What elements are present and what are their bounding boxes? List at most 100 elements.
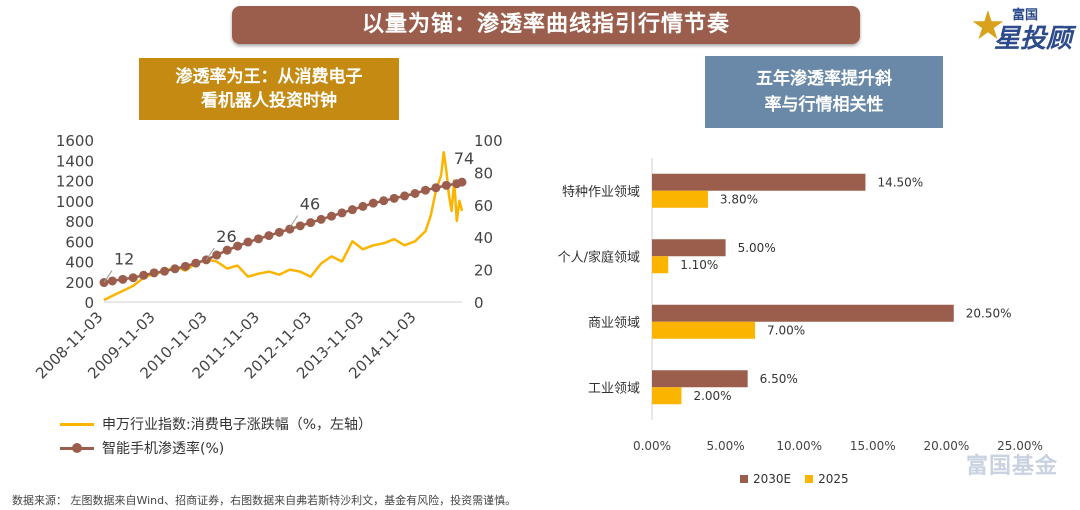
penetration-point <box>170 264 180 274</box>
left-line-chart: 0 200 400 600 800 1000 1200 1400 1600 0 20 40 60 80 10… <box>32 132 503 382</box>
penetration-point <box>191 258 201 268</box>
y-right-tick-label: 40 <box>474 229 493 247</box>
penetration-point <box>274 227 284 237</box>
legend-label-index: 申万行业指数:消费电子涨跌幅（%，左轴） <box>102 417 373 433</box>
x-tick-label: 0.00% <box>633 439 671 453</box>
penetration-point <box>358 201 368 211</box>
penetration-point <box>180 261 190 271</box>
penetration-point <box>457 177 467 187</box>
y-left-tick-label: 1400 <box>56 152 94 170</box>
penetration-point <box>337 208 347 218</box>
bar-2025 <box>652 321 756 339</box>
penetration-point <box>441 180 451 190</box>
star-icon: ★ <box>970 3 1006 49</box>
logo-main-text: 星投顾 <box>994 24 1073 54</box>
right-panel-title-line1: 五年渗透率提升斜 <box>756 69 892 89</box>
legend-label-2025: 2025 <box>818 472 849 486</box>
annotation-label: 74 <box>454 149 474 168</box>
annotation-leader <box>103 270 113 283</box>
bar-2030e <box>652 239 726 257</box>
series-line-index <box>103 150 464 302</box>
data-label: 5.00% <box>738 241 776 255</box>
y-left-tick-label: 600 <box>65 233 94 251</box>
logo-top-text: 富国 <box>1012 8 1039 23</box>
bar-2025 <box>652 387 682 405</box>
category-label: 特种作业领域 <box>562 185 640 200</box>
annotation-leader <box>205 247 215 261</box>
penetration-point <box>243 237 253 247</box>
penetration-point <box>389 193 399 203</box>
penetration-point <box>431 183 441 193</box>
data-label: 20.50% <box>966 306 1012 320</box>
y-right-tick-label: 0 <box>474 294 484 312</box>
penetration-point <box>379 196 389 206</box>
penetration-point <box>306 218 316 228</box>
bar-2030e <box>652 304 954 322</box>
x-tick-label: 15.00% <box>850 439 896 453</box>
y-left-tick-label: 1000 <box>56 193 94 211</box>
legend-label-penetration: 智能手机渗透率(%) <box>102 441 225 457</box>
legend-label-2030: 2030E <box>753 472 792 486</box>
y-right-tick-label: 80 <box>474 164 493 182</box>
bar-2030e <box>652 173 866 191</box>
data-label: 3.80% <box>720 192 758 206</box>
penetration-point <box>316 214 326 224</box>
bar-2025 <box>652 190 708 208</box>
legend-line-brown-icon <box>60 442 94 453</box>
y-right-tick-label: 100 <box>474 132 503 150</box>
penetration-point <box>368 198 378 208</box>
x-tick-label: 5.00% <box>707 439 745 453</box>
legend-item-index: 申万行业指数:消费电子涨跌幅（%，左轴） <box>60 412 372 436</box>
x-tick-label: 10.00% <box>776 439 822 453</box>
y-right-tick-label: 20 <box>474 262 493 280</box>
penetration-point <box>253 234 263 244</box>
category-label: 商业领域 <box>588 316 640 331</box>
penetration-point <box>222 245 232 255</box>
y-left-tick-label: 0 <box>84 294 94 312</box>
category-label: 工业领域 <box>588 381 640 396</box>
left-panel-title: 渗透率为王：从消费电子 看机器人投资时钟 <box>139 58 399 120</box>
right-legend: 2030E 2025 <box>740 472 849 486</box>
legend-box-2030-icon <box>740 475 748 483</box>
bar-2025 <box>652 256 669 274</box>
data-label: 6.50% <box>760 372 798 386</box>
y-left-tick-label: 1600 <box>56 132 94 150</box>
penetration-point <box>118 274 128 284</box>
brand-logo: ★ 富国 星投顾 <box>968 2 1076 54</box>
y-right-tick-label: 60 <box>474 197 493 215</box>
legend-box-2025-icon <box>805 475 814 483</box>
page-title: 以量为锚：渗透率曲线指引行情节奏 <box>232 6 860 44</box>
category-label: 个人/家庭领域 <box>558 249 640 265</box>
penetration-point <box>327 211 337 221</box>
bar-2030e <box>652 370 748 388</box>
annotation-leader <box>289 215 299 228</box>
watermark: 富国基金 <box>966 454 1059 479</box>
penetration-point <box>410 188 420 198</box>
data-label: 7.00% <box>767 323 805 337</box>
source-note: 数据来源： 左图数据来自Wind、招商证券，右图数据来自弗若斯特沙利文，基金有风… <box>12 494 517 507</box>
penetration-point <box>347 205 357 215</box>
legend-item-penetration: 智能手机渗透率(%) <box>60 436 372 460</box>
right-bar-chart: 特种作业领域 14.50% 3.80% 个人/家庭领域 5.00% 1.10% 商业领域 20… <box>558 158 1043 453</box>
x-tick-label: 25.00% <box>997 439 1043 453</box>
penetration-point <box>264 231 274 241</box>
annotation-label: 46 <box>300 194 320 213</box>
annotation-label: 12 <box>114 250 134 269</box>
penetration-point <box>420 185 430 195</box>
penetration-point <box>295 221 305 231</box>
y-left-tick-label: 800 <box>65 213 94 231</box>
x-tick-label: 20.00% <box>924 439 970 453</box>
left-legend: 申万行业指数:消费电子涨跌幅（%，左轴） 智能手机渗透率(%) <box>60 412 372 460</box>
penetration-point <box>160 266 170 276</box>
left-panel-title-line1: 渗透率为王：从消费电子 <box>175 67 363 87</box>
data-label: 1.10% <box>680 258 718 272</box>
left-panel-title-line2: 看机器人投资时钟 <box>201 91 337 111</box>
legend-line-gold-icon <box>60 422 94 426</box>
data-label: 2.00% <box>693 389 731 403</box>
penetration-point <box>128 273 138 283</box>
annotation-label: 26 <box>216 227 236 246</box>
penetration-point <box>149 268 159 278</box>
penetration-point <box>212 250 222 260</box>
right-panel-title-line2: 率与行情相关性 <box>764 95 884 115</box>
y-left-tick-label: 200 <box>65 274 94 292</box>
